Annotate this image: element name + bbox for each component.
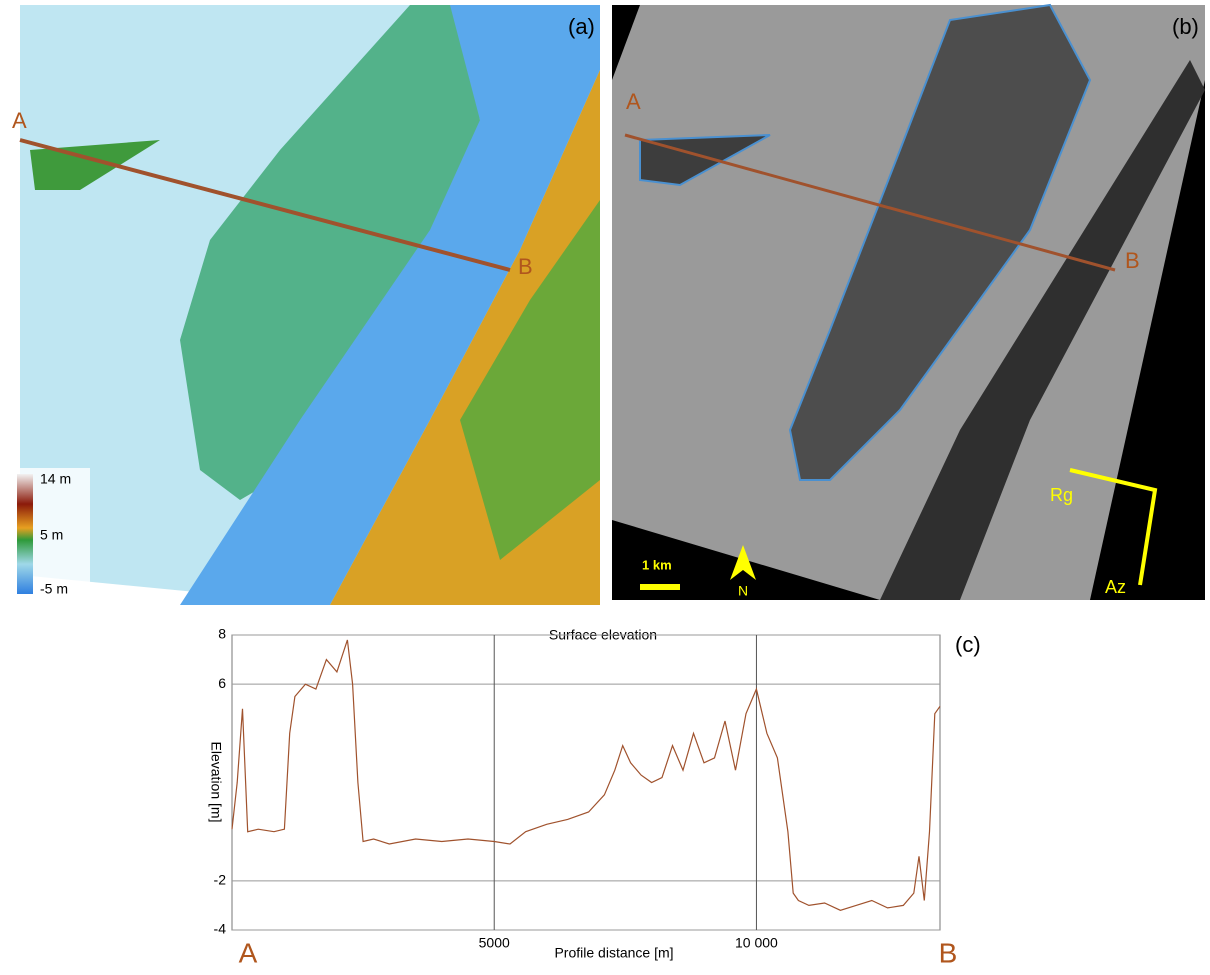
y-tick-label: -2 [214,872,227,888]
scale-bar [640,584,680,590]
panel-label: (a) [568,14,595,39]
axis-arrows [1069,468,1158,586]
y-tick-label: -4 [214,921,227,937]
point-label: A [626,89,641,114]
profile-line [19,138,511,272]
range-label: Rg [1050,485,1073,505]
start-label: A [239,937,258,968]
map-ridges [180,5,510,500]
sar-ridges [788,3,1092,481]
map-channel [180,5,600,605]
x-axis-label: Profile distance [m] [554,945,673,961]
sar-channel [880,60,1205,600]
panel-label: (c) [955,632,981,657]
point-label: B [518,254,533,279]
plot-area [231,634,941,931]
north-arrow [730,545,756,580]
azimuth-label: Az [1105,577,1126,597]
scale-label: 1 km [642,557,672,572]
profile-line [231,639,941,911]
point-label: A [12,108,27,133]
end-label: B [939,937,958,968]
x-tick-label: 10 000 [735,935,778,951]
legend-label: -5 m [40,581,68,597]
map-vegetation [460,200,600,560]
legend-label: 14 m [40,471,71,487]
y-tick-label: 8 [218,626,226,642]
panel-label: (b) [1172,14,1199,39]
panel-a: 14 m 5 m -5 m A B (a) [12,5,600,605]
panel-b: A B (b) 1 km N Rg Az [612,3,1205,600]
y-axis-label: Elevation [m] [208,742,224,823]
north-label: N [738,583,748,599]
y-tick-label: 6 [218,675,226,691]
x-tick-label: 5000 [479,935,510,951]
legend-label: 5 m [40,527,63,543]
point-label: B [1125,248,1140,273]
panel-c: Surface elevation (c) Profile distance [… [208,626,980,969]
legend-ramp [17,474,33,594]
profile-line [624,133,1116,272]
